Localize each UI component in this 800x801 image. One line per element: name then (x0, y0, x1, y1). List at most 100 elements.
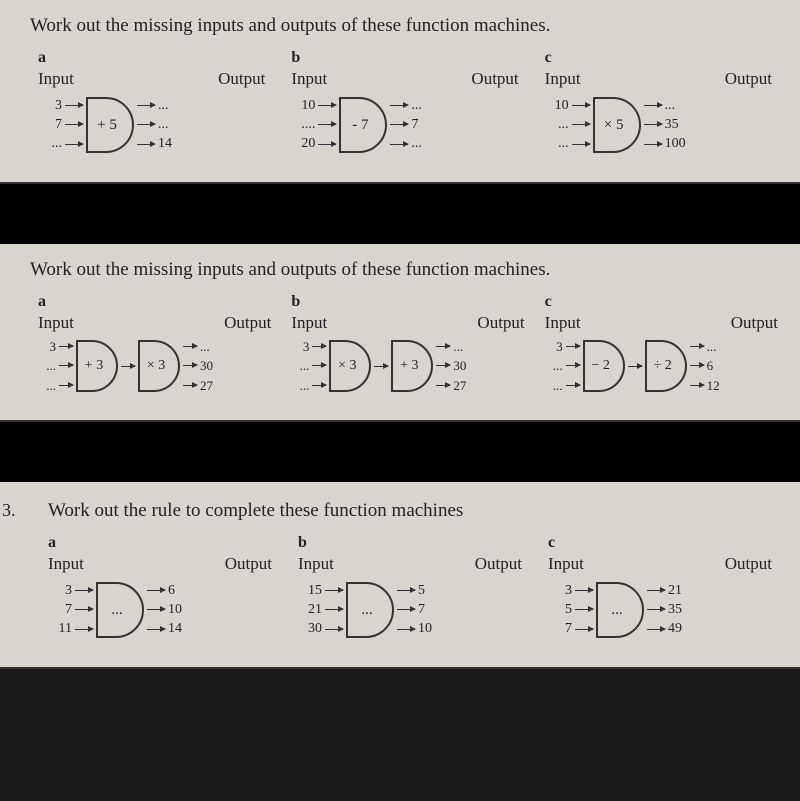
q1-row: a Input Output 3 7 ... + 5 ... ... 14 (30, 49, 780, 157)
output-label: Output (731, 313, 780, 333)
arrows-mid (121, 337, 135, 395)
in-val: 20 (291, 137, 315, 151)
part-label: a (38, 293, 273, 311)
arrows-out (183, 337, 197, 395)
output-label: Output (475, 554, 530, 574)
input-label: Input (545, 69, 597, 89)
io-labels: Input Output (48, 554, 280, 574)
out-val: 7 (418, 603, 442, 617)
in-val: 15 (298, 584, 322, 598)
part-label: b (291, 49, 526, 67)
out-val: 21 (668, 584, 692, 598)
op-box-2: + 3 (391, 340, 433, 392)
out-val: ... (411, 137, 435, 151)
arrows-out (137, 96, 155, 154)
arrows-out (436, 337, 450, 395)
machine-diagram: 3 ... ... − 2 ÷ 2 ... 6 12 (545, 337, 780, 395)
output-col: 5 7 10 (418, 581, 442, 639)
machine-diagram: 3 5 7 ... 21 35 49 (548, 578, 780, 642)
q3-row: a Input Output 3 7 11 ... 6 10 14 (30, 534, 780, 642)
input-col: 3 ... ... (291, 337, 309, 395)
output-label: Output (218, 69, 273, 89)
input-col: 10 .... 20 (291, 96, 315, 154)
input-col: 15 21 30 (298, 581, 322, 639)
input-col: 3 ... ... (38, 337, 56, 395)
io-labels: Input Output (545, 313, 780, 333)
in-val: 30 (298, 622, 322, 636)
redaction-bar (0, 422, 800, 482)
in-val: ... (291, 359, 309, 372)
op-box: ... (596, 582, 644, 638)
output-label: Output (725, 69, 780, 89)
in-val: 7 (48, 603, 72, 617)
output-col: ... 30 27 (200, 337, 218, 395)
op-box-1: × 3 (329, 340, 371, 392)
in-val: 3 (38, 99, 62, 113)
in-val: 7 (548, 622, 572, 636)
in-val: 3 (548, 584, 572, 598)
question-1: Work out the missing inputs and outputs … (0, 0, 800, 184)
out-val: 49 (668, 622, 692, 636)
part-label: a (48, 534, 280, 552)
q3-part-c: c Input Output 3 5 7 ... 21 35 49 (548, 534, 780, 642)
q1-part-b: b Input Output 10 .... 20 - 7 ... 7 ... (291, 49, 526, 157)
arrows-in (59, 337, 73, 395)
out-val: 30 (200, 359, 218, 372)
op-box-2: × 3 (138, 340, 180, 392)
input-col: 3 7 11 (48, 581, 72, 639)
out-val: 12 (707, 379, 725, 392)
in-val: ... (545, 137, 569, 151)
input-label: Input (291, 69, 343, 89)
input-label: Input (48, 554, 100, 574)
q3-part-a: a Input Output 3 7 11 ... 6 10 14 (48, 534, 280, 642)
in-val: ... (545, 379, 563, 392)
out-val: 14 (158, 137, 182, 151)
q2-row: a Input Output 3 ... ... + 3 × 3 ... 30 (30, 293, 780, 395)
arrows-mid (628, 337, 642, 395)
out-val: 30 (453, 359, 471, 372)
output-label: Output (224, 313, 273, 333)
in-val: ... (38, 379, 56, 392)
in-val: 21 (298, 603, 322, 617)
output-label: Output (225, 554, 280, 574)
io-labels: Input Output (291, 313, 526, 333)
arrows-in (572, 96, 590, 154)
arrows-out (644, 96, 662, 154)
in-val: ... (38, 359, 56, 372)
input-label: Input (38, 313, 80, 333)
machine-diagram: 3 7 ... + 5 ... ... 14 (38, 93, 273, 157)
in-val: ... (38, 137, 62, 151)
arrows-in (312, 337, 326, 395)
part-label: b (291, 293, 526, 311)
part-label: c (545, 293, 780, 311)
out-val: ... (158, 118, 182, 132)
question-3: 3. Work out the rule to complete these f… (0, 482, 800, 669)
out-val: 6 (168, 584, 192, 598)
arrows-out (647, 581, 665, 639)
in-val: 11 (48, 622, 72, 636)
io-labels: Input Output (38, 69, 273, 89)
out-val: 6 (707, 359, 725, 372)
output-col: ... 7 ... (411, 96, 435, 154)
input-label: Input (291, 313, 333, 333)
redaction-bar (0, 184, 800, 244)
arrows-in (75, 581, 93, 639)
part-label: c (545, 49, 780, 67)
out-val: ... (200, 340, 218, 353)
op-box: × 5 (593, 97, 641, 153)
input-col: 3 5 7 (548, 581, 572, 639)
part-label: a (38, 49, 273, 67)
io-labels: Input Output (545, 69, 780, 89)
in-val: ... (545, 118, 569, 132)
output-label: Output (725, 554, 780, 574)
io-labels: Input Output (298, 554, 530, 574)
machine-diagram: 10 .... 20 - 7 ... 7 ... (291, 93, 526, 157)
output-col: 6 10 14 (168, 581, 192, 639)
out-val: 10 (418, 622, 442, 636)
in-val: ... (291, 379, 309, 392)
op-box-1: − 2 (583, 340, 625, 392)
in-val: 10 (291, 99, 315, 113)
machine-diagram: 3 ... ... × 3 + 3 ... 30 27 (291, 337, 526, 395)
q2-part-a: a Input Output 3 ... ... + 3 × 3 ... 30 (38, 293, 273, 395)
q1-part-c: c Input Output 10 ... ... × 5 ... 35 100 (545, 49, 780, 157)
